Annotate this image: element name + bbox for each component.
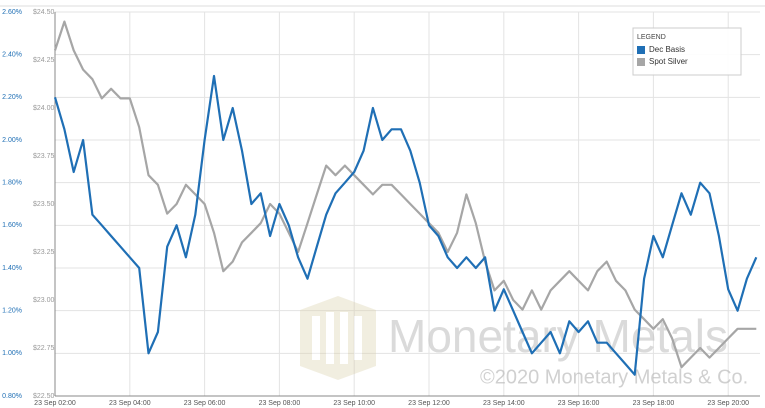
y-tick-label: 2.00% (2, 137, 22, 144)
x-tick-label: 23 Sep 16:00 (558, 400, 600, 407)
y-tick-label: 2.60% (2, 9, 22, 16)
x-tick-label: 23 Sep 02:00 (34, 400, 76, 407)
y2-tick-label: $23.75 (33, 153, 55, 160)
legend-swatch (637, 46, 645, 54)
legend-swatch (637, 58, 645, 66)
y2-tick-label: $22.50 (33, 393, 55, 400)
legend-title: LEGEND (637, 34, 666, 41)
series-line (53, 20, 757, 369)
legend-box (632, 27, 742, 76)
y-tick-label: 2.20% (2, 94, 22, 101)
legend-label: Dec Basis (649, 45, 685, 54)
y2-tick-label: $24.00 (33, 105, 55, 112)
x-tick-label: 23 Sep 18:00 (633, 400, 675, 407)
y-tick-label: 1.60% (2, 222, 22, 229)
y-tick-label: 1.20% (2, 308, 22, 315)
y2-tick-label: $22.75 (33, 345, 55, 352)
x-tick-label: 23 Sep 20:00 (707, 400, 749, 407)
y-tick-label: 0.80% (2, 393, 22, 400)
watermark-logo (300, 296, 376, 380)
legend: LEGEND Dec Basis Spot Silver (632, 27, 742, 76)
x-tick-label: 23 Sep 08:00 (259, 400, 301, 407)
x-tick-label: 23 Sep 14:00 (483, 400, 525, 407)
x-tick-label: 23 Sep 10:00 (333, 400, 375, 407)
series-line (53, 74, 758, 376)
y2-tick-label: $23.25 (33, 249, 55, 256)
y-tick-label: 1.40% (2, 265, 22, 272)
y-tick-label: 1.80% (2, 180, 22, 187)
x-tick-label: 23 Sep 04:00 (109, 400, 151, 407)
watermark-copyright: ©2020 Monetary Metals & Co. (480, 366, 748, 388)
y2-tick-label: $24.25 (33, 57, 55, 64)
y2-tick-label: $23.00 (33, 297, 55, 304)
y-tick-label: 1.00% (2, 350, 22, 357)
x-tick-label: 23 Sep 12:00 (408, 400, 450, 407)
y2-tick-label: $24.50 (33, 9, 55, 16)
y2-tick-label: $23.50 (33, 201, 55, 208)
y-tick-label: 2.40% (2, 52, 22, 59)
x-tick-label: 23 Sep 06:00 (184, 400, 226, 407)
legend-label: Spot Silver (649, 57, 688, 66)
